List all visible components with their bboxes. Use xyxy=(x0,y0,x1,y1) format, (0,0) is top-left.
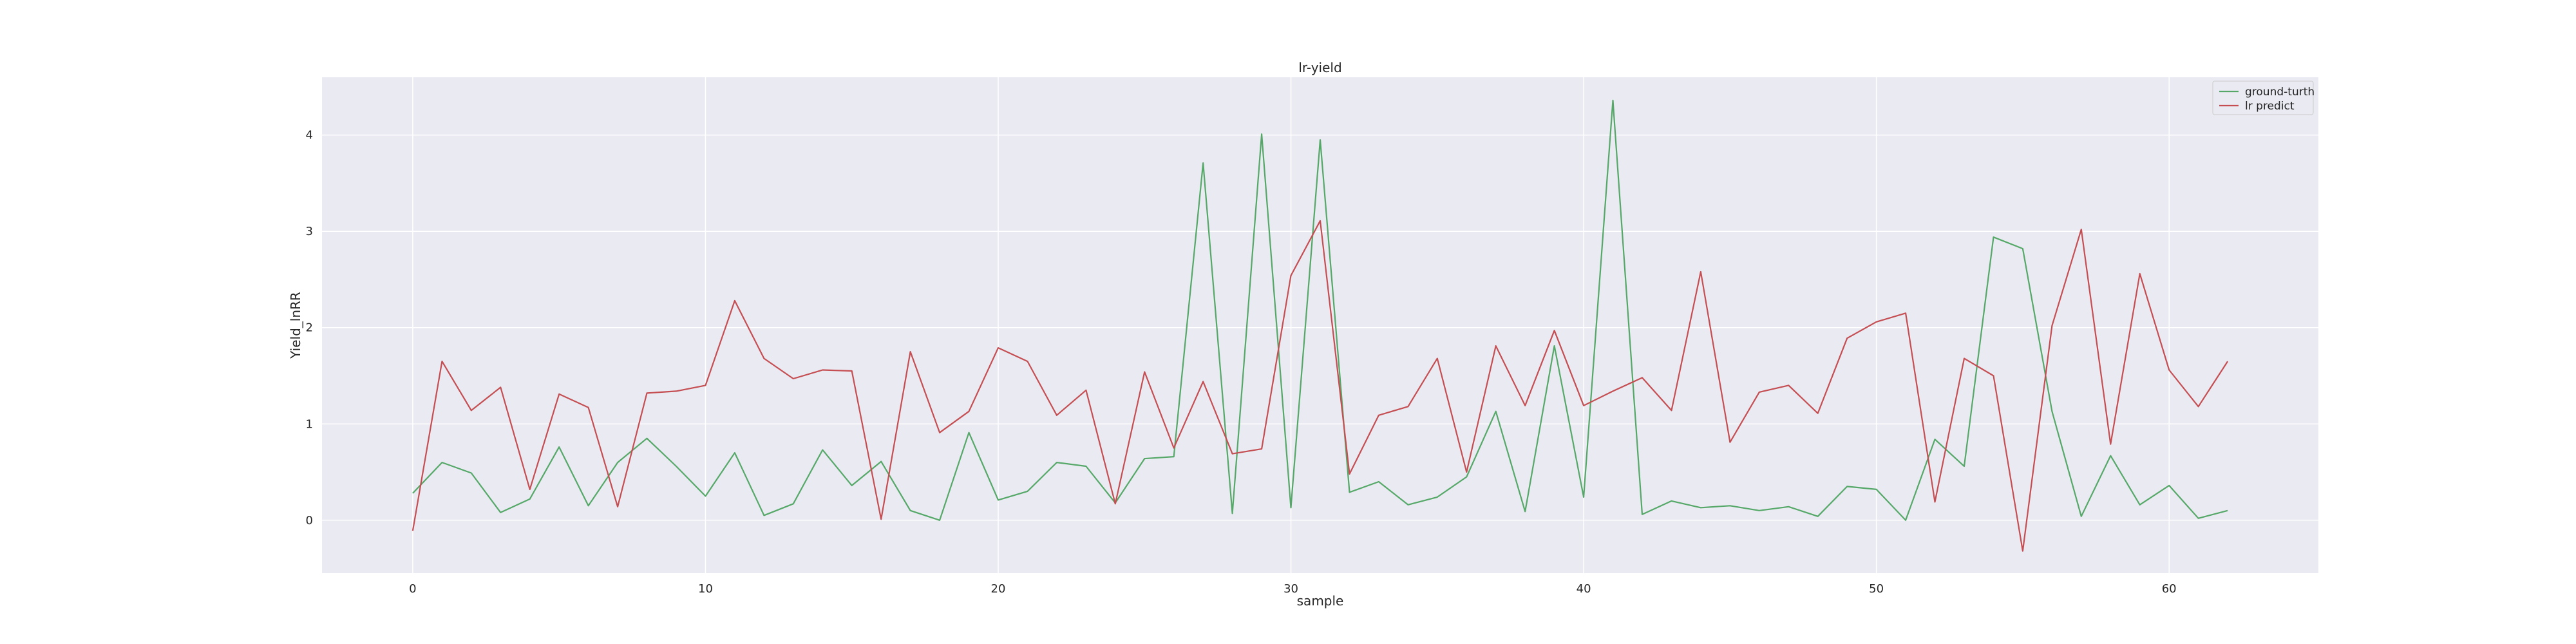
legend-entry: ground-turth xyxy=(2245,86,2315,99)
tick-labels: 0 10 20 30 40 50 60 0 1 2 3 4 xyxy=(306,129,2177,596)
y-tick-label: 4 xyxy=(306,129,313,142)
y-tick-label: 1 xyxy=(306,417,313,431)
grid xyxy=(322,77,2318,573)
y-tick-label: 3 xyxy=(306,225,313,238)
x-axis-label: sample xyxy=(1297,593,1344,609)
x-tick-label: 40 xyxy=(1577,582,1591,596)
chart-title: lr-yield xyxy=(1298,60,1341,75)
x-tick-label: 50 xyxy=(1869,582,1884,596)
series-line-1 xyxy=(412,220,2229,552)
x-tick-label: 20 xyxy=(991,582,1006,596)
y-tick-label: 0 xyxy=(306,514,313,527)
x-tick-label: 60 xyxy=(2162,582,2177,596)
legend-entry: lr predict xyxy=(2245,100,2295,113)
x-tick-label: 10 xyxy=(698,582,713,596)
plot-area xyxy=(322,77,2318,573)
y-axis-label: Yield_lnRR xyxy=(288,292,303,359)
series-line-0 xyxy=(412,99,2228,521)
y-tick-label: 2 xyxy=(306,321,313,335)
x-tick-label: 0 xyxy=(409,582,416,596)
series-layer xyxy=(412,99,2229,552)
x-tick-label: 30 xyxy=(1283,582,1298,596)
